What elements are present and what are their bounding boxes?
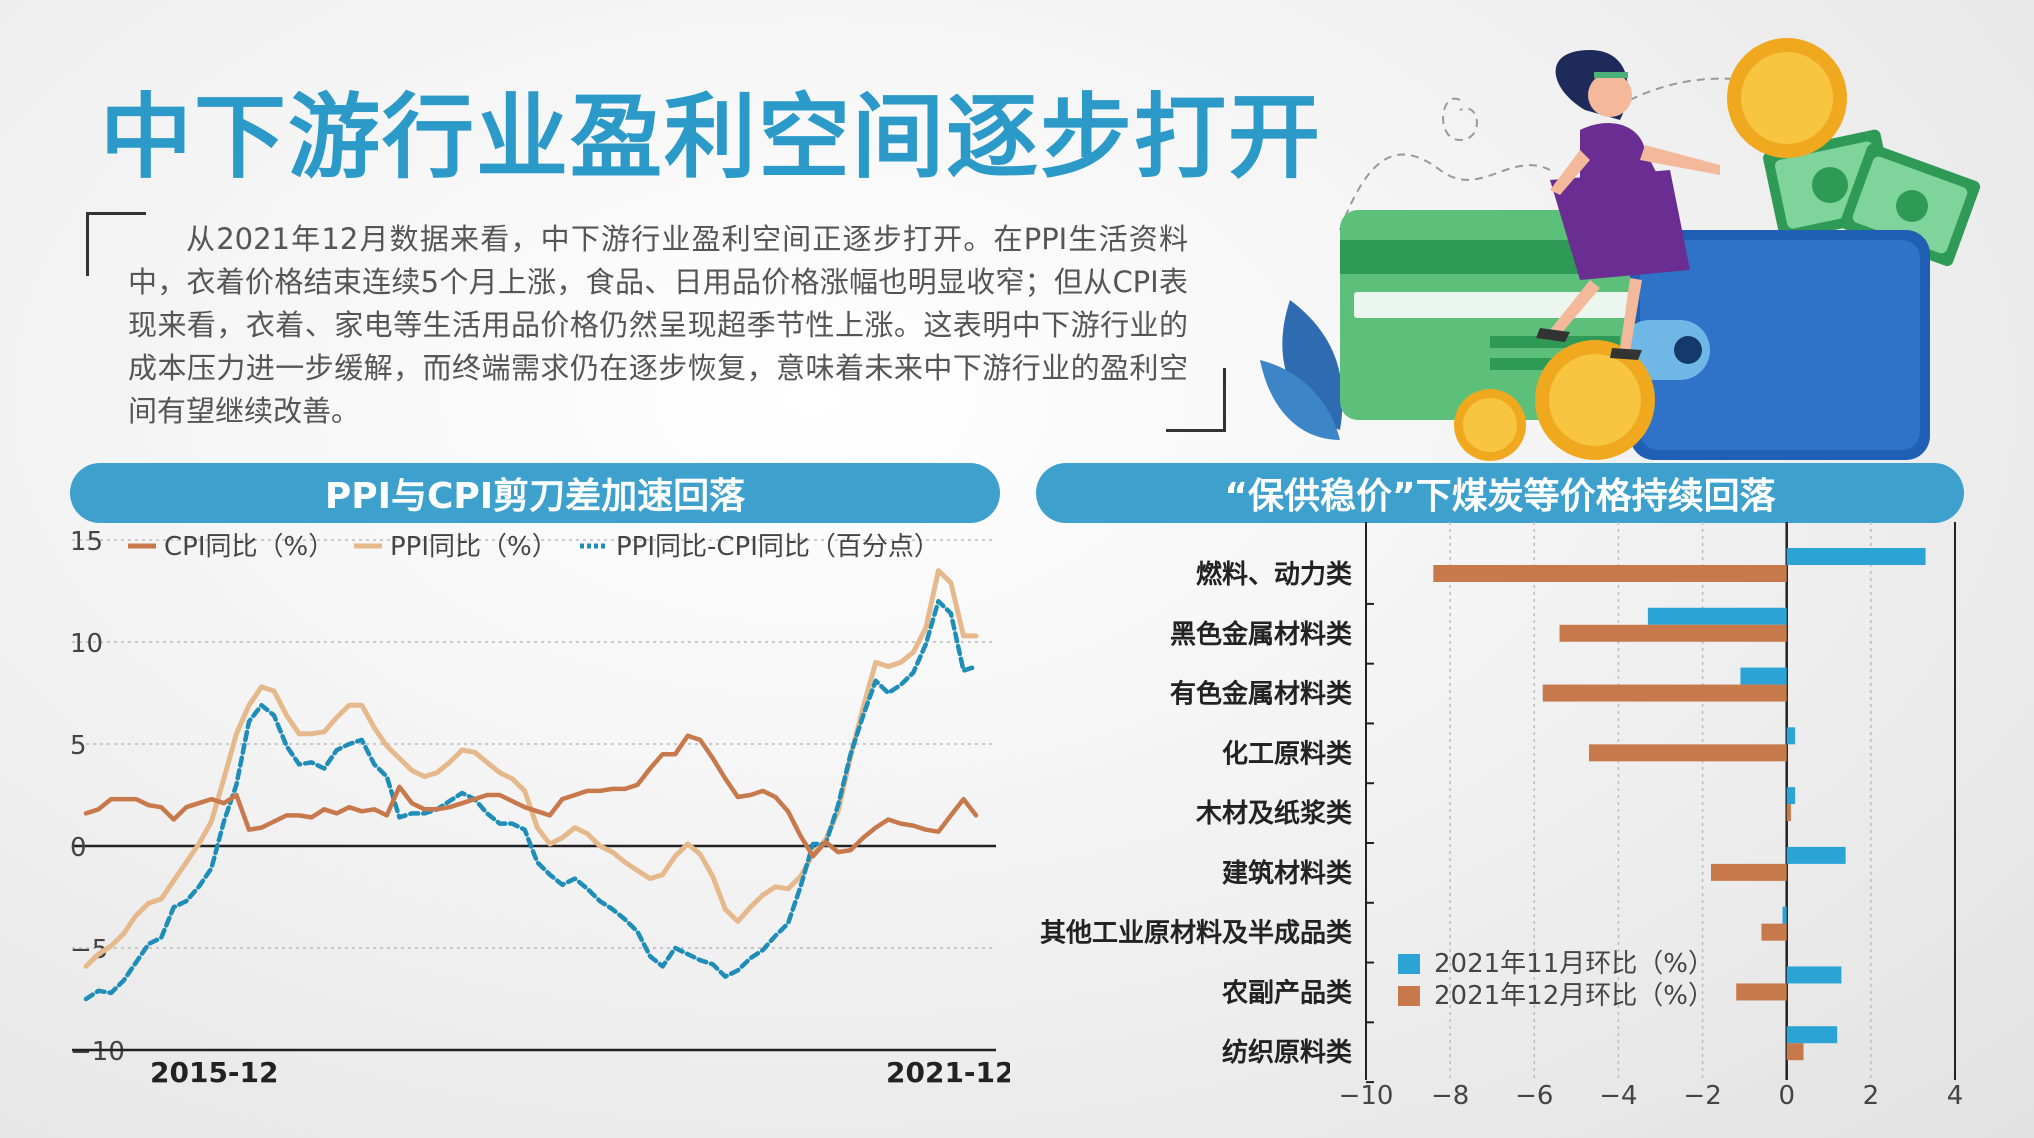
x-tick-label: 0	[1778, 1081, 1795, 1111]
legend-label: PPI同比-CPI同比（百分点）	[616, 532, 940, 562]
category-label: 黑色金属材料类	[1170, 619, 1352, 650]
legend-label: 2021年11月环比（%）	[1434, 949, 1714, 979]
category-label: 燃料、动力类	[1196, 560, 1352, 590]
x-tick-label: −2	[1683, 1081, 1721, 1111]
bar-nov	[1786, 846, 1846, 864]
category-label: 农副产品类	[1221, 978, 1352, 1008]
bracket-bottom-right	[1166, 368, 1226, 432]
bar-nov	[1647, 607, 1787, 625]
y-tick-label: 5	[70, 731, 87, 761]
x-end-label: 2021-12	[886, 1056, 1010, 1089]
bar-dec	[1761, 923, 1787, 941]
series-line-2	[83, 598, 979, 1002]
category-label: 纺织原料类	[1222, 1037, 1352, 1068]
legend-swatch	[1398, 986, 1420, 1006]
series-line-0	[83, 733, 979, 859]
x-tick-label: −10	[1339, 1081, 1394, 1111]
intro-text: 从2021年12月数据来看，中下游行业盈利空间正逐步打开。在PPI生活资料中，衣…	[128, 222, 1188, 428]
intro-section: 从2021年12月数据来看，中下游行业盈利空间正逐步打开。在PPI生活资料中，衣…	[86, 212, 1226, 432]
page-title: 中下游行业盈利空间逐步打开	[100, 84, 1323, 191]
coin-icon	[1727, 38, 1847, 158]
woman-figure	[1536, 50, 1720, 360]
x-tick-label: 2	[1863, 1081, 1880, 1111]
cash-icon	[1763, 129, 1981, 267]
x-start-label: 2015-12	[150, 1056, 279, 1089]
bar-dec	[1786, 1043, 1804, 1061]
series-line-1	[83, 568, 979, 969]
category-label: 其他工业原材料及半成品类	[1040, 919, 1352, 949]
category-label: 木材及纸浆类	[1195, 798, 1352, 829]
legend-label: PPI同比（%）	[390, 532, 558, 562]
bar-nov	[1786, 787, 1796, 805]
bar-nov	[1786, 1026, 1838, 1044]
legend-swatch	[1398, 954, 1420, 974]
finance-illustration	[1260, 38, 1981, 461]
leaf-icon	[1282, 300, 1343, 430]
bar-dec	[1588, 744, 1787, 762]
bar-nov	[1740, 667, 1787, 685]
coin-icon	[1454, 389, 1526, 461]
bar-nov	[1786, 727, 1796, 745]
bar-dec	[1786, 804, 1791, 822]
x-tick-label: −6	[1515, 1081, 1553, 1111]
bar-dec	[1736, 983, 1787, 1001]
leaf-icon	[1260, 360, 1340, 440]
bar-dec	[1559, 624, 1787, 642]
coin-icon	[1535, 340, 1655, 460]
category-label: 建筑材料类	[1222, 858, 1352, 889]
category-label: 有色金属材料类	[1170, 679, 1352, 710]
x-tick-label: −4	[1599, 1081, 1637, 1111]
bar-dec	[1710, 863, 1787, 881]
bar-nov	[1786, 548, 1926, 565]
right-panel-title: “保供稳价”下煤炭等价格持续回落	[1036, 463, 1964, 523]
bar-dec	[1542, 684, 1787, 702]
bar-dec	[1433, 565, 1787, 582]
legend-label: 2021年12月环比（%）	[1434, 981, 1714, 1011]
y-tick-label: 10	[70, 629, 103, 659]
y-tick-label: 0	[70, 833, 87, 863]
legend-label: CPI同比（%）	[164, 532, 334, 562]
bar-nov	[1782, 906, 1787, 924]
dashed-loop	[1442, 97, 1478, 142]
y-tick-label: 15	[70, 530, 103, 557]
dashed-loop	[1339, 153, 1551, 231]
bracket-top-left	[86, 212, 146, 276]
category-label: 化工原料类	[1222, 739, 1352, 769]
commodity-bar-chart: −10 −8 −6 −4 −2 0 2 4 燃料、动力类黑色金属材料类有色金属材料类化工原料类木…	[1040, 522, 1964, 1111]
left-panel-title: PPI与CPI剪刀差加速回落	[70, 463, 1000, 523]
y-tick-label: −10	[70, 1037, 125, 1067]
x-tick-label: −8	[1431, 1081, 1469, 1111]
x-tick-label: 4	[1947, 1081, 1964, 1111]
bar-nov	[1786, 966, 1842, 984]
